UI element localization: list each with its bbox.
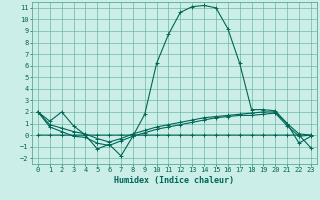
X-axis label: Humidex (Indice chaleur): Humidex (Indice chaleur) — [115, 176, 234, 185]
